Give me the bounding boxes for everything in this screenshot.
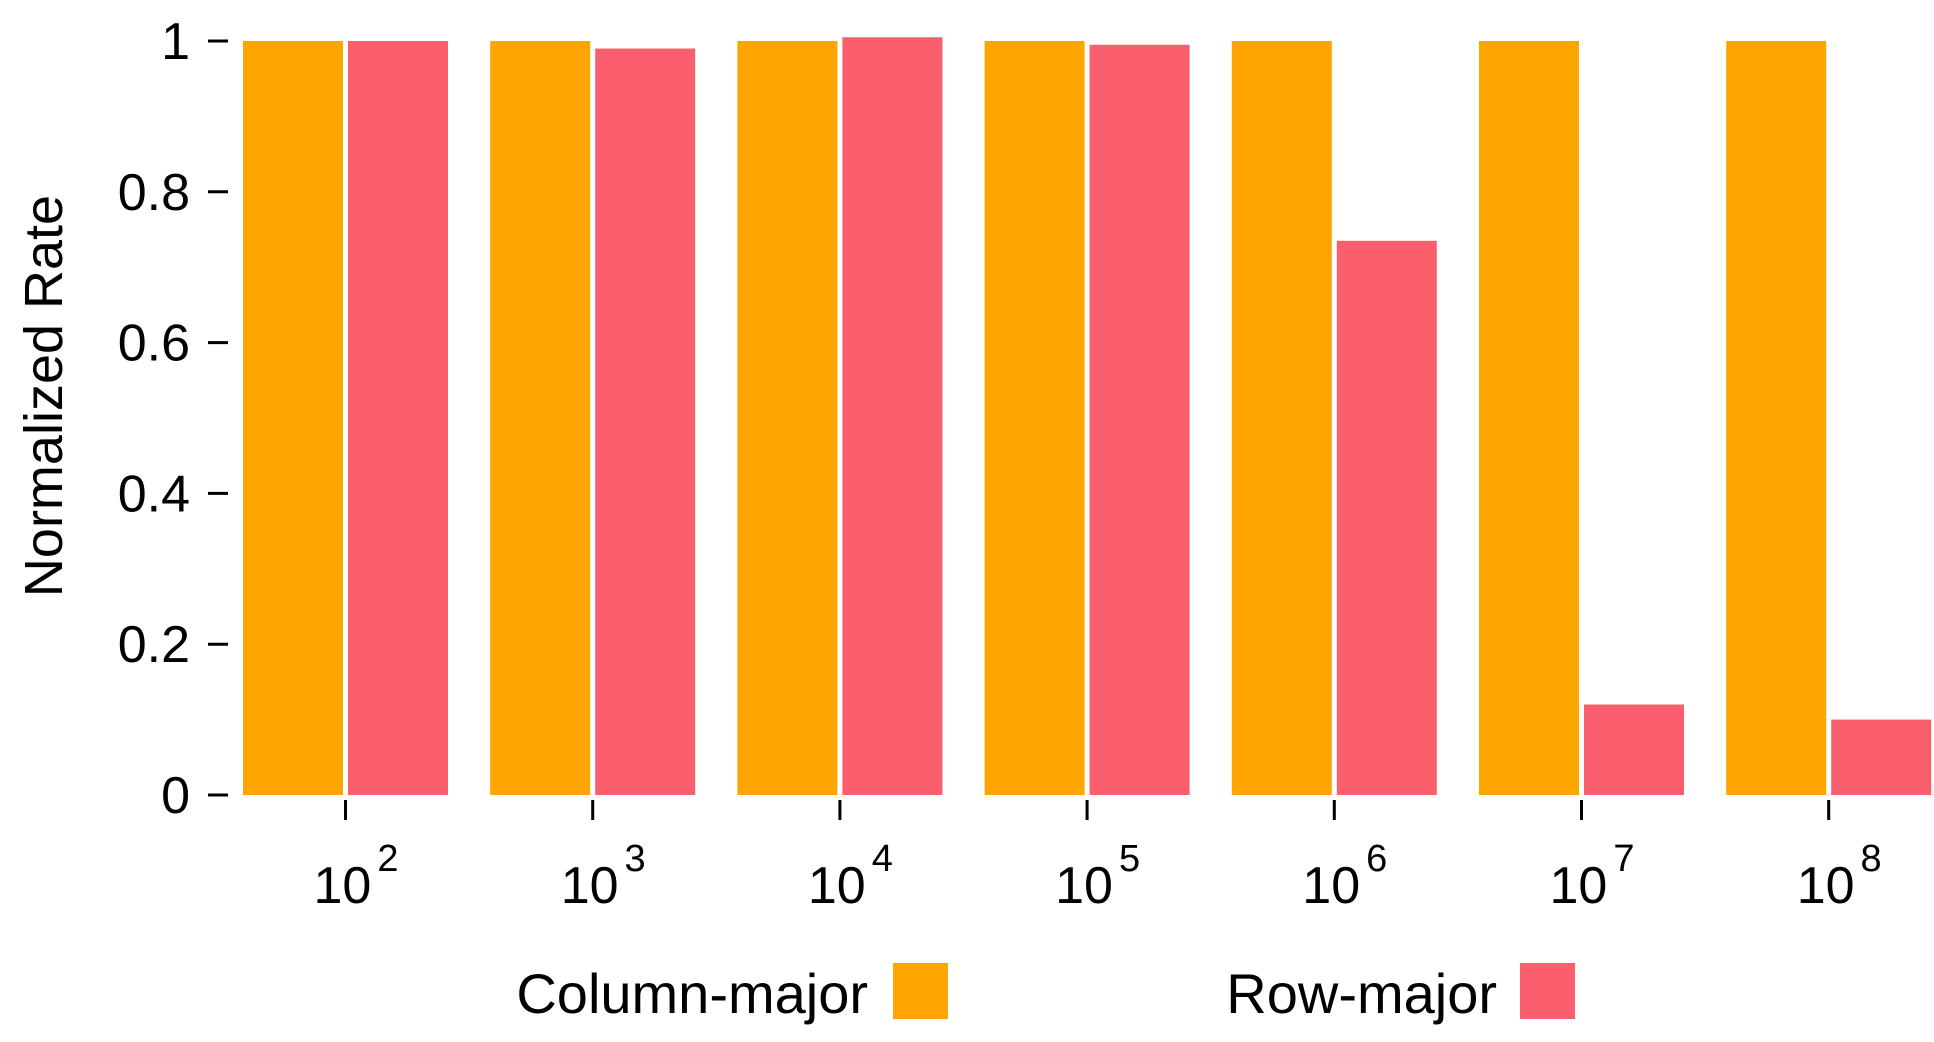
x-tick-label: 10 4 [808,838,893,915]
column-major-bar [490,41,591,795]
row-major-bar [1336,240,1437,795]
x-tick-base: 10 [561,857,619,915]
legend-column-major-label: Column-major [516,962,868,1025]
x-tick-label: 10 5 [1055,838,1140,915]
column-major-bar [1479,41,1579,795]
x-tick-base: 10 [808,857,866,915]
legend: Column-major Row-major [516,962,1575,1025]
row-major-bar [1831,719,1932,795]
y-axis: 0 0.2 0.4 0.6 0.8 1 [118,13,228,825]
x-tick-label: 10 6 [1302,838,1387,915]
x-tick-exponent: 6 [1366,838,1387,880]
x-tick-exponent: 4 [872,838,893,880]
x-tick-base: 10 [1797,857,1855,915]
x-tick-exponent: 5 [1119,838,1140,880]
y-tick-label: 0.8 [118,164,190,222]
x-tick-base: 10 [1302,857,1360,915]
row-major-bar [595,48,696,796]
x-tick-base: 10 [1055,857,1113,915]
row-major-bar [348,41,448,795]
y-tick-label: 1 [161,13,190,71]
x-tick-label: 10 7 [1550,838,1635,915]
y-tick-label: 0.2 [118,616,190,674]
column-major-bar [1726,41,1827,795]
x-tick-exponent: 2 [377,838,398,880]
row-major-bar [1584,704,1684,795]
legend-row-major-label: Row-major [1226,962,1497,1025]
x-tick-exponent: 7 [1613,838,1634,880]
x-tick-label: 10 3 [561,838,646,915]
row-major-bar [842,37,943,796]
x-tick-exponent: 8 [1861,838,1882,880]
y-axis-title: Normalized Rate [14,195,74,597]
row-major-bar [1089,44,1190,795]
legend-row-major-swatch [1520,963,1575,1019]
column-major-bar [1231,41,1332,795]
x-axis: 10 2 10 3 10 4 10 5 10 6 10 7 10 8 [314,800,1882,915]
column-major-bar [984,41,1085,795]
y-tick-label: 0 [161,767,190,825]
y-tick-label: 0.6 [118,315,190,373]
column-major-bar [737,41,838,795]
x-tick-base: 10 [1550,857,1608,915]
x-tick-base: 10 [314,857,372,915]
x-tick-label: 10 8 [1797,838,1882,915]
x-tick-exponent: 3 [625,838,646,880]
column-major-bar [243,41,343,795]
y-tick-label: 0.4 [118,465,190,523]
legend-column-major-swatch [893,963,948,1019]
x-tick-label: 10 2 [314,838,399,915]
bars [243,37,1932,796]
